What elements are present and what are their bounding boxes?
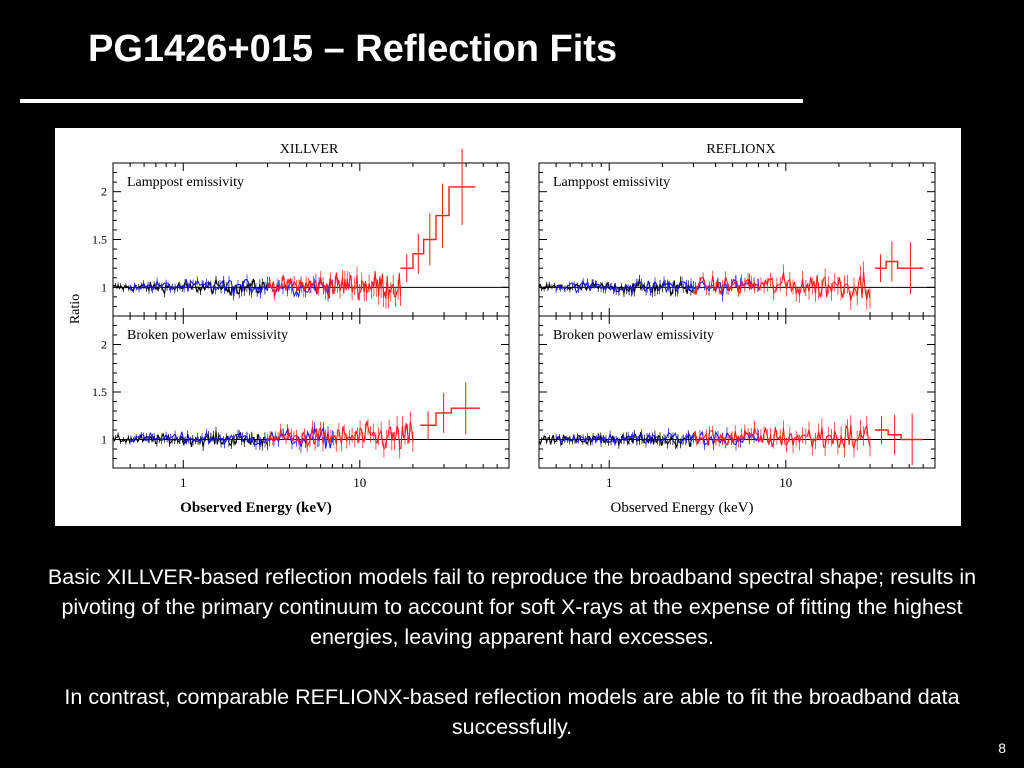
slide-title: PG1426+015 – Reflection Fits [88,28,618,70]
panel-label: Broken powerlaw emissivity [127,328,288,343]
series-red-residuals [266,271,402,300]
caption-paragraph-1: Basic XILLVER-based reflection models fa… [47,565,977,649]
series-blue-residuals [555,430,759,446]
panel-label: Lamppost emissivity [127,175,244,190]
panel-label: Broken powerlaw emissivity [553,328,714,343]
x-axis-label: Observed Energy (keV) [180,500,332,516]
x-axis-label: Observed Energy (keV) [610,500,753,516]
series-blue-residuals [129,277,334,299]
column-title: REFLIONX [706,142,775,157]
x-tick-label: 1 [606,475,613,490]
series-red-binned [400,186,476,269]
panel-top: 1 1.5 2 Lamppost emissivity [92,148,510,317]
series-blue-residuals [129,426,334,449]
panel-top: Lamppost emissivity [538,162,936,317]
y-tick-label: 1.5 [92,233,107,247]
y-tick-label: 1 [101,280,107,294]
y-tick-label: 1 [101,433,107,447]
column-title: XILLVER [280,142,339,157]
page-number: 8 [998,740,1006,756]
series-red-binned [874,429,924,441]
series-red-residuals [692,271,871,301]
series-black-errors [538,275,694,298]
panel-bottom: Broken powerlaw emissivity [538,315,936,469]
series-red-binned [874,260,924,269]
series-red-residuals [267,421,414,450]
panel-label: Lamppost emissivity [553,175,670,190]
y-axis-label: Ratio [68,294,83,324]
y-tick-label: 2 [101,185,107,199]
title-underline [20,99,803,103]
series-red-errors [693,261,871,310]
series-red-binned [420,407,481,426]
caption-paragraph-2: In contrast, comparable REFLIONX-based r… [64,685,960,739]
y-tick-label: 1.5 [92,385,107,399]
plot-column-reflionx: REFLIONX Lamppost emissivity Broken powerl… [538,142,936,516]
x-tick-label: 10 [779,475,792,490]
ratio-plot-svg: Ratio XILLVER 1 1.5 2 Lamppost emissivity 1 1.5… [68,142,936,516]
y-tick-label: 2 [101,338,107,352]
plot-column-xillver: XILLVER 1 1.5 2 Lamppost emissivity 1 1.5 2 Brok… [92,142,510,516]
series-red-residuals [692,423,871,450]
x-tick-label: 10 [353,475,366,490]
panel-bottom: 1 1.5 2 Broken powerlaw emissivity [92,315,510,469]
x-tick-label: 1 [180,475,187,490]
spectral-ratio-figure: Ratio XILLVER 1 1.5 2 Lamppost emissivity 1 1.5… [55,128,961,526]
